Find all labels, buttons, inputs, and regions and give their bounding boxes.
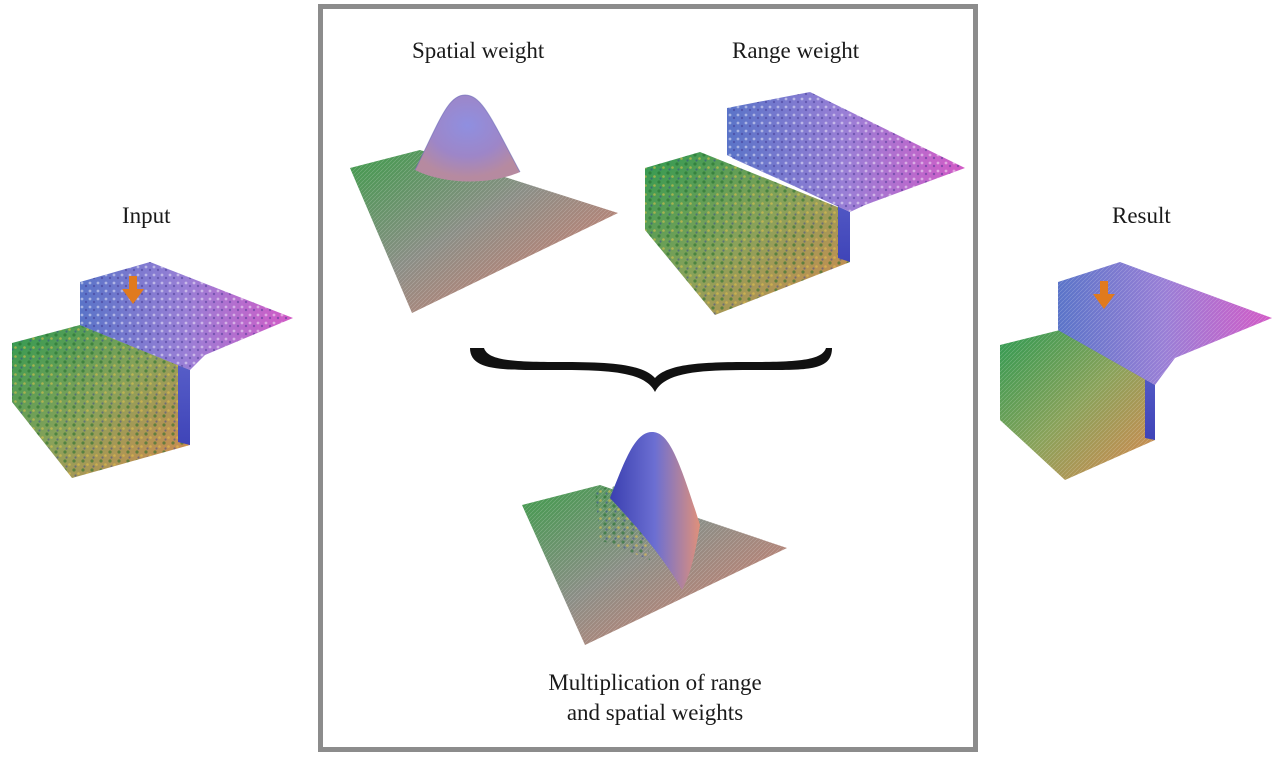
result-surface xyxy=(1000,262,1272,480)
range-weight-surface xyxy=(645,92,965,315)
result-label: Result xyxy=(1112,203,1171,228)
spatial-weight-surface xyxy=(350,94,618,313)
input-label: Input xyxy=(122,203,171,228)
input-surface xyxy=(12,262,293,478)
range-weight-label: Range weight xyxy=(732,38,860,63)
input-arrow-icon xyxy=(122,276,144,304)
product-surface xyxy=(522,432,787,645)
product-caption-line1: Multiplication of range xyxy=(548,670,762,695)
product-caption: Multiplication of range and spatial weig… xyxy=(500,668,810,728)
result-arrow-icon xyxy=(1093,281,1115,309)
curly-brace-icon xyxy=(470,348,832,392)
product-caption-line2: and spatial weights xyxy=(566,700,744,725)
spatial-weight-label: Spatial weight xyxy=(412,38,545,63)
